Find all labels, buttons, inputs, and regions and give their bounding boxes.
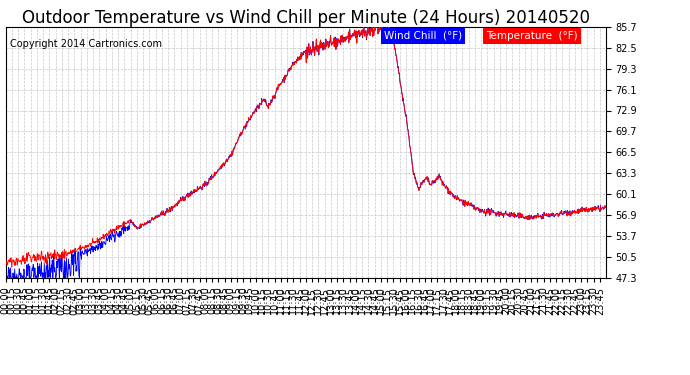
Text: Copyright 2014 Cartronics.com: Copyright 2014 Cartronics.com [10,39,162,50]
Text: Wind Chill  (°F): Wind Chill (°F) [384,31,462,41]
Title: Outdoor Temperature vs Wind Chill per Minute (24 Hours) 20140520: Outdoor Temperature vs Wind Chill per Mi… [21,9,590,27]
Text: Temperature  (°F): Temperature (°F) [486,31,578,41]
